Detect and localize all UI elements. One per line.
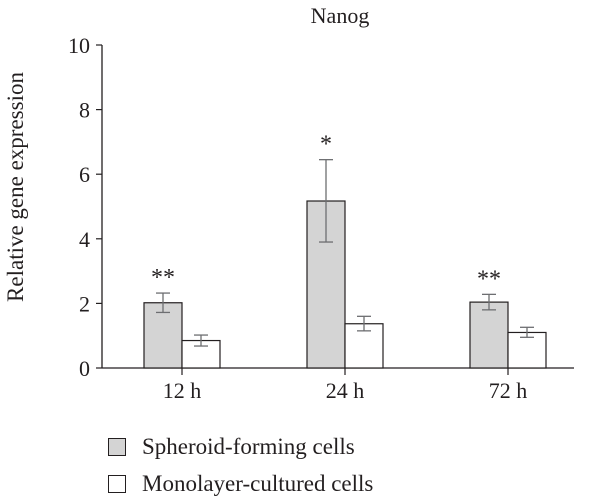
legend-label-spheroid: Spheroid-forming cells [142,434,355,459]
y-tick-label-10: 10 [68,33,90,58]
y-tick-label-4: 4 [79,227,90,252]
legend-item-spheroid: Spheroid-forming cells [108,428,373,465]
y-axis-label: Relative gene expression [3,72,28,302]
y-tick-label-6: 6 [79,162,90,187]
significance-label-s0-c0: ** [151,265,175,291]
legend-item-monolayer: Monolayer-cultured cells [108,465,373,502]
chart-title: Nanog [311,3,370,28]
bar-s0-c1 [306,200,346,369]
significance-label-s0-c1: * [320,132,332,158]
bar-s0-c2 [469,301,509,369]
x-tick-label-0: 12 h [163,378,202,403]
legend-swatch-monolayer [108,474,126,493]
bar-chart: Nanog Relative gene expression 0 2 4 6 8 10 12… [3,3,574,403]
legend-swatch-spheroid [108,437,126,456]
plot-area: 0 2 4 6 8 10 12 h ** 24 h * 72 h ** [68,33,574,403]
y-tick-label-2: 2 [79,291,90,316]
significance-label-s0-c2: ** [477,266,501,292]
legend-label-monolayer: Monolayer-cultured cells [142,471,374,496]
legend: Spheroid-forming cells Monolayer-culture… [108,428,373,502]
bar-s1-c2 [507,331,547,369]
x-tick-label-1: 24 h [326,378,365,403]
y-tick-label-8: 8 [79,98,90,123]
y-tick-label-0: 0 [79,356,90,381]
x-tick-label-2: 72 h [489,378,528,403]
